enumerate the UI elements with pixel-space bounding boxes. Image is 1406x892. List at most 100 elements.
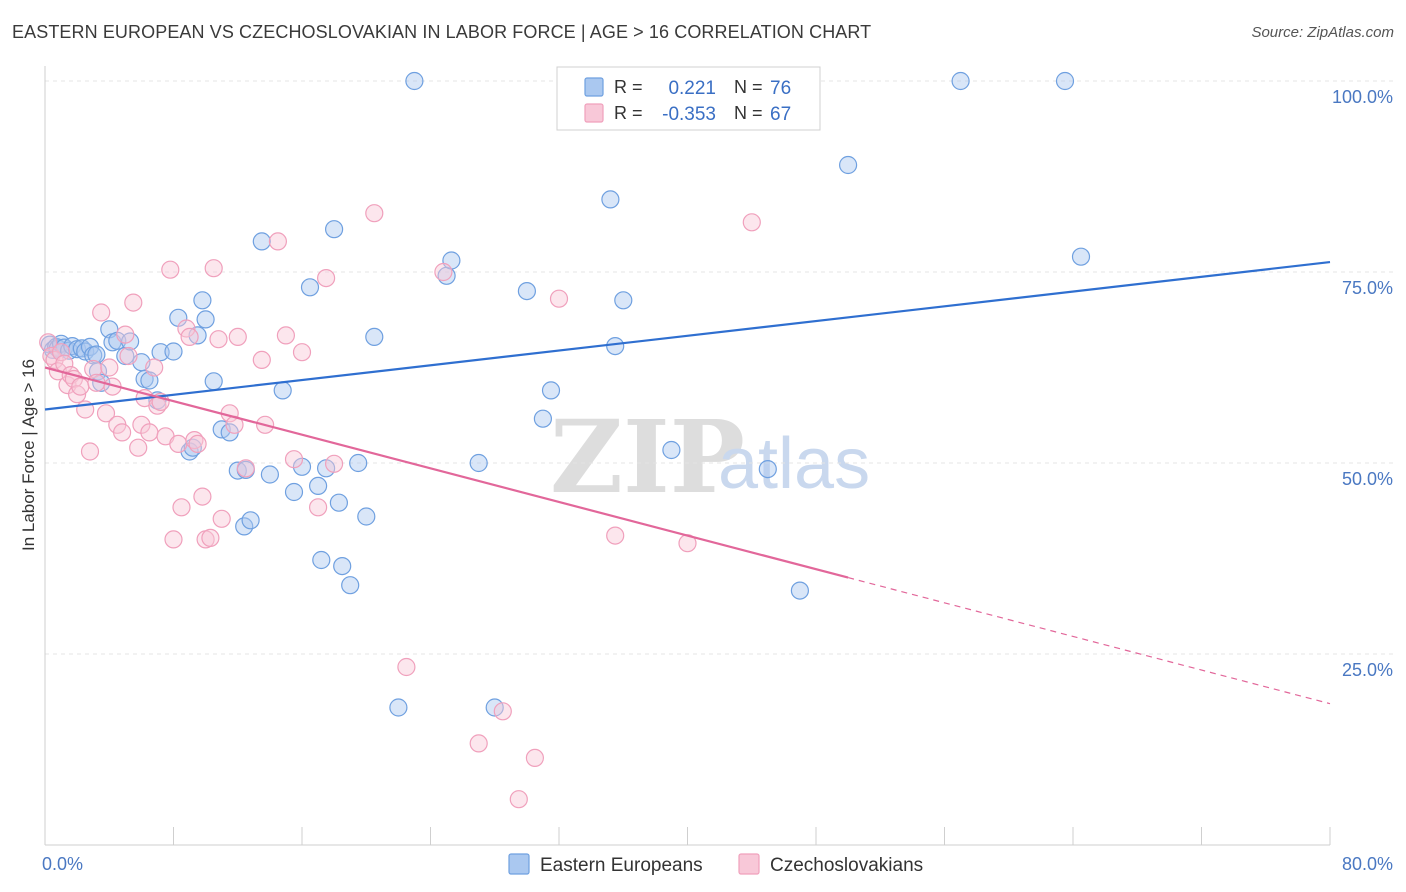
- trend-line-czechoslovakians: [44, 366, 849, 579]
- legend-n-label-0: N =: [734, 77, 763, 97]
- point-eastern-europeans-65: [614, 291, 633, 310]
- point-czechoslovakians-20: [112, 423, 132, 442]
- legend-r-label-0: R =: [614, 77, 643, 97]
- point-czechoslovakians-34: [169, 434, 188, 453]
- point-eastern-europeans-44: [312, 550, 331, 570]
- point-eastern-europeans-52: [365, 327, 384, 346]
- point-eastern-europeans-67: [758, 460, 777, 479]
- point-czechoslovakians-27: [140, 423, 159, 442]
- legend-swatch-czechoslovakians: [584, 103, 604, 123]
- point-eastern-europeans-72: [1071, 247, 1091, 266]
- point-czechoslovakians-0: [39, 333, 58, 352]
- legend-n-value-1: 67: [770, 104, 791, 125]
- y-tick-labels: 25.0% 50.0% 75.0% 100.0%: [1332, 87, 1393, 680]
- trend-line-extension-czechoslovakians: [847, 577, 1331, 705]
- point-eastern-europeans-60: [533, 409, 553, 428]
- point-czechoslovakians-4: [51, 343, 71, 362]
- point-czechoslovakians-66: [549, 289, 569, 308]
- point-eastern-europeans-48: [333, 556, 352, 576]
- point-czechoslovakians-65: [525, 748, 545, 768]
- bottom-legend-label-czechoslovakians: Czechoslovakians: [770, 855, 923, 876]
- point-czechoslovakians-33: [164, 530, 183, 549]
- point-czechoslovakians-10: [71, 377, 90, 396]
- point-czechoslovakians-58: [325, 454, 344, 473]
- trend-line-eastern-europeans: [44, 260, 1331, 411]
- point-czechoslovakians-56: [309, 498, 328, 517]
- point-eastern-europeans-37: [252, 232, 271, 251]
- point-eastern-europeans-31: [204, 372, 223, 391]
- point-eastern-europeans-46: [325, 220, 344, 239]
- trend-lines: [44, 260, 1331, 705]
- legend-r-value-0: 0.221: [668, 78, 716, 99]
- point-eastern-europeans-25: [164, 342, 183, 361]
- point-czechoslovakians-45: [212, 509, 231, 528]
- bottom-legend-swatch-czechoslovakians: [738, 853, 760, 875]
- point-czechoslovakians-37: [180, 327, 199, 346]
- point-eastern-europeans-50: [349, 453, 368, 473]
- watermark-atlas: atlas: [718, 424, 870, 504]
- series-legend: Eastern Europeans Czechoslovakians: [508, 853, 923, 876]
- point-eastern-europeans-64: [606, 337, 625, 356]
- chart-source: Source: ZipAtlas.com: [1251, 24, 1394, 41]
- point-czechoslovakians-24: [129, 438, 148, 457]
- gridlines: [45, 80, 1395, 655]
- point-czechoslovakians-44: [209, 330, 228, 349]
- legend-n-value-0: 76: [770, 78, 791, 99]
- y-tick-label-0: 25.0%: [1342, 660, 1393, 680]
- x-tick-min: 0.0%: [42, 854, 83, 874]
- point-czechoslovakians-52: [268, 232, 287, 251]
- point-eastern-europeans-69: [838, 155, 858, 175]
- point-eastern-europeans-38: [260, 465, 279, 484]
- point-eastern-europeans-66: [662, 440, 681, 460]
- point-czechoslovakians-43: [204, 259, 223, 278]
- point-czechoslovakians-48: [228, 327, 247, 346]
- point-czechoslovakians-32: [161, 260, 180, 279]
- point-eastern-europeans-40: [284, 482, 304, 502]
- y-axis-label: In Labor Force | Age > 16: [19, 359, 38, 551]
- point-czechoslovakians-59: [365, 204, 384, 223]
- point-eastern-europeans-59: [517, 282, 537, 301]
- chart-title: EASTERN EUROPEAN VS CZECHOSLOVAKIAN IN L…: [12, 22, 872, 42]
- point-czechoslovakians-22: [119, 346, 138, 366]
- correlation-legend: R = 0.221 N = 76 R = -0.353 N = 67: [556, 66, 821, 131]
- axes: [44, 66, 1331, 846]
- point-czechoslovakians-16: [96, 404, 116, 423]
- series-eastern-europeans-points: [40, 71, 1091, 717]
- point-eastern-europeans-43: [309, 476, 328, 495]
- point-eastern-europeans-47: [329, 493, 348, 512]
- point-eastern-europeans-39: [273, 381, 292, 400]
- point-czechoslovakians-62: [469, 734, 488, 753]
- point-czechoslovakians-67: [606, 526, 625, 545]
- point-eastern-europeans-29: [193, 291, 212, 310]
- point-eastern-europeans-63: [601, 190, 620, 209]
- point-czechoslovakians-12: [80, 442, 100, 461]
- point-eastern-europeans-70: [951, 71, 970, 91]
- point-czechoslovakians-57: [317, 269, 336, 288]
- point-czechoslovakians-13: [84, 359, 103, 379]
- point-czechoslovakians-15: [92, 303, 111, 322]
- point-czechoslovakians-42: [201, 528, 220, 548]
- point-czechoslovakians-64: [509, 790, 528, 809]
- point-czechoslovakians-39: [188, 434, 207, 453]
- point-czechoslovakians-49: [236, 459, 255, 478]
- point-czechoslovakians-60: [397, 657, 416, 677]
- point-czechoslovakians-35: [172, 498, 191, 517]
- legend-r-label-1: R =: [614, 103, 643, 123]
- point-eastern-europeans-57: [469, 453, 488, 473]
- point-czechoslovakians-23: [124, 293, 143, 312]
- point-czechoslovakians-17: [100, 358, 119, 377]
- bottom-legend-label-eastern-europeans: Eastern Europeans: [540, 855, 703, 876]
- point-eastern-europeans-36: [241, 511, 260, 530]
- point-czechoslovakians-55: [292, 343, 312, 362]
- point-eastern-europeans-51: [357, 507, 376, 526]
- point-czechoslovakians-28: [145, 358, 164, 377]
- point-czechoslovakians-53: [276, 326, 295, 345]
- point-eastern-europeans-42: [300, 278, 320, 297]
- point-czechoslovakians-63: [493, 702, 512, 721]
- point-czechoslovakians-21: [116, 325, 135, 344]
- point-czechoslovakians-69: [742, 213, 761, 232]
- point-eastern-europeans-71: [1055, 71, 1075, 91]
- series-czechoslovakians-points: [39, 204, 761, 809]
- point-eastern-europeans-54: [405, 71, 424, 91]
